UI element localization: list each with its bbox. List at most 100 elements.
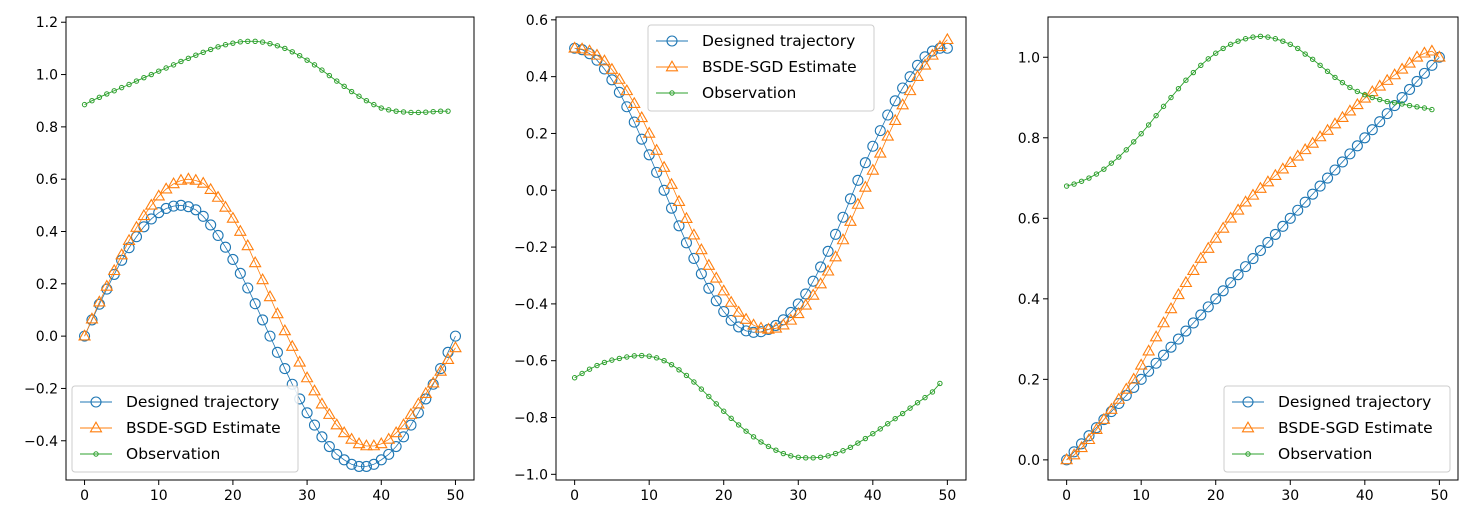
data-point (695, 268, 707, 280)
y-tick-label: 0.4 (1018, 292, 1040, 308)
data-point (115, 248, 129, 260)
data-point (204, 182, 218, 194)
y-tick-label: 0.2 (526, 126, 548, 142)
legend-item-designed: Designed trajectory (656, 32, 855, 50)
data-point (665, 177, 679, 189)
y-tick-label: −0.4 (24, 434, 58, 450)
data-point (85, 312, 99, 324)
data-point (1247, 253, 1259, 265)
data-point (773, 447, 779, 453)
data-point (1150, 357, 1162, 369)
data-point (859, 157, 871, 169)
data-point (683, 372, 690, 379)
legend-marker (666, 35, 678, 47)
series-estimate (568, 32, 954, 334)
data-point (215, 44, 221, 50)
data-point (345, 432, 359, 444)
data-point (609, 357, 615, 363)
legend-marker (665, 60, 679, 72)
data-point (710, 295, 722, 307)
data-point (1082, 432, 1096, 445)
x-tick-label: 0 (570, 488, 579, 504)
data-point (242, 282, 254, 294)
data-point (1213, 50, 1219, 56)
data-point (1071, 181, 1077, 187)
data-point (1101, 166, 1107, 172)
legend-label: Designed trajectory (1278, 393, 1431, 411)
data-point (81, 101, 88, 108)
data-point (698, 386, 705, 392)
data-point (1283, 155, 1297, 168)
data-point (837, 211, 849, 223)
data-point (606, 74, 618, 86)
x-tick-label: 0 (80, 488, 89, 504)
data-point (430, 108, 436, 115)
data-point (445, 108, 451, 114)
data-point (1272, 36, 1279, 42)
data-point (847, 444, 854, 451)
data-point (1257, 33, 1264, 40)
data-point (1299, 196, 1311, 208)
data-point (1336, 156, 1349, 168)
data-point (1314, 180, 1326, 192)
data-point (680, 237, 693, 249)
legend-label: Designed trajectory (126, 393, 279, 411)
data-point (658, 184, 670, 196)
data-point (862, 435, 869, 442)
data-point (346, 458, 358, 470)
data-point (1202, 301, 1214, 313)
data-point (1135, 373, 1147, 385)
data-point (126, 81, 132, 88)
data-point (1086, 175, 1092, 181)
legend-marker (89, 421, 103, 433)
data-point (832, 450, 839, 457)
data-point (725, 314, 737, 326)
data-point (1321, 172, 1334, 184)
data-point (181, 172, 195, 184)
data-point (1153, 112, 1159, 119)
data-point (367, 439, 381, 451)
series-designed (78, 199, 462, 472)
data-point (1179, 275, 1193, 288)
legend-marker (1242, 396, 1254, 408)
data-point (1246, 188, 1260, 200)
data-point (1395, 62, 1409, 74)
data-point (426, 376, 440, 388)
data-point (1254, 244, 1267, 257)
data-point (1369, 94, 1375, 101)
data-point (799, 298, 813, 310)
data-point (646, 353, 652, 359)
data-point (743, 428, 749, 434)
data-point (807, 275, 819, 287)
data-point (934, 42, 946, 54)
data-point (185, 55, 192, 62)
data-point (1351, 140, 1363, 152)
x-axis: 0 10 20 30 40 50 (80, 480, 464, 504)
data-point (1362, 92, 1368, 98)
y-tick-label: 0.0 (526, 183, 548, 199)
y-axis: 0.0 0.2 0.4 0.6 0.8 1.0 (1018, 50, 1048, 469)
data-point (1063, 183, 1070, 189)
data-point (1358, 91, 1372, 103)
data-point (583, 44, 597, 56)
data-point (840, 448, 846, 454)
data-point (449, 330, 462, 342)
y-tick-label: 0.8 (1018, 131, 1040, 147)
data-point (761, 322, 775, 334)
x-tick-label: 20 (224, 488, 242, 504)
data-point (1134, 358, 1148, 370)
series-observation (1063, 33, 1435, 189)
data-point (296, 53, 303, 59)
data-point (1183, 77, 1189, 83)
data-point (1414, 104, 1420, 110)
data-point (806, 288, 820, 300)
data-point (308, 384, 321, 396)
data-point (1262, 236, 1274, 249)
y-tick-label: 0.6 (526, 13, 548, 29)
data-point (200, 49, 206, 56)
data-point (405, 419, 417, 431)
y-tick-label: 0.6 (36, 172, 58, 188)
y-tick-label: 0.4 (36, 224, 58, 240)
data-point (728, 415, 734, 422)
data-point (371, 101, 377, 108)
